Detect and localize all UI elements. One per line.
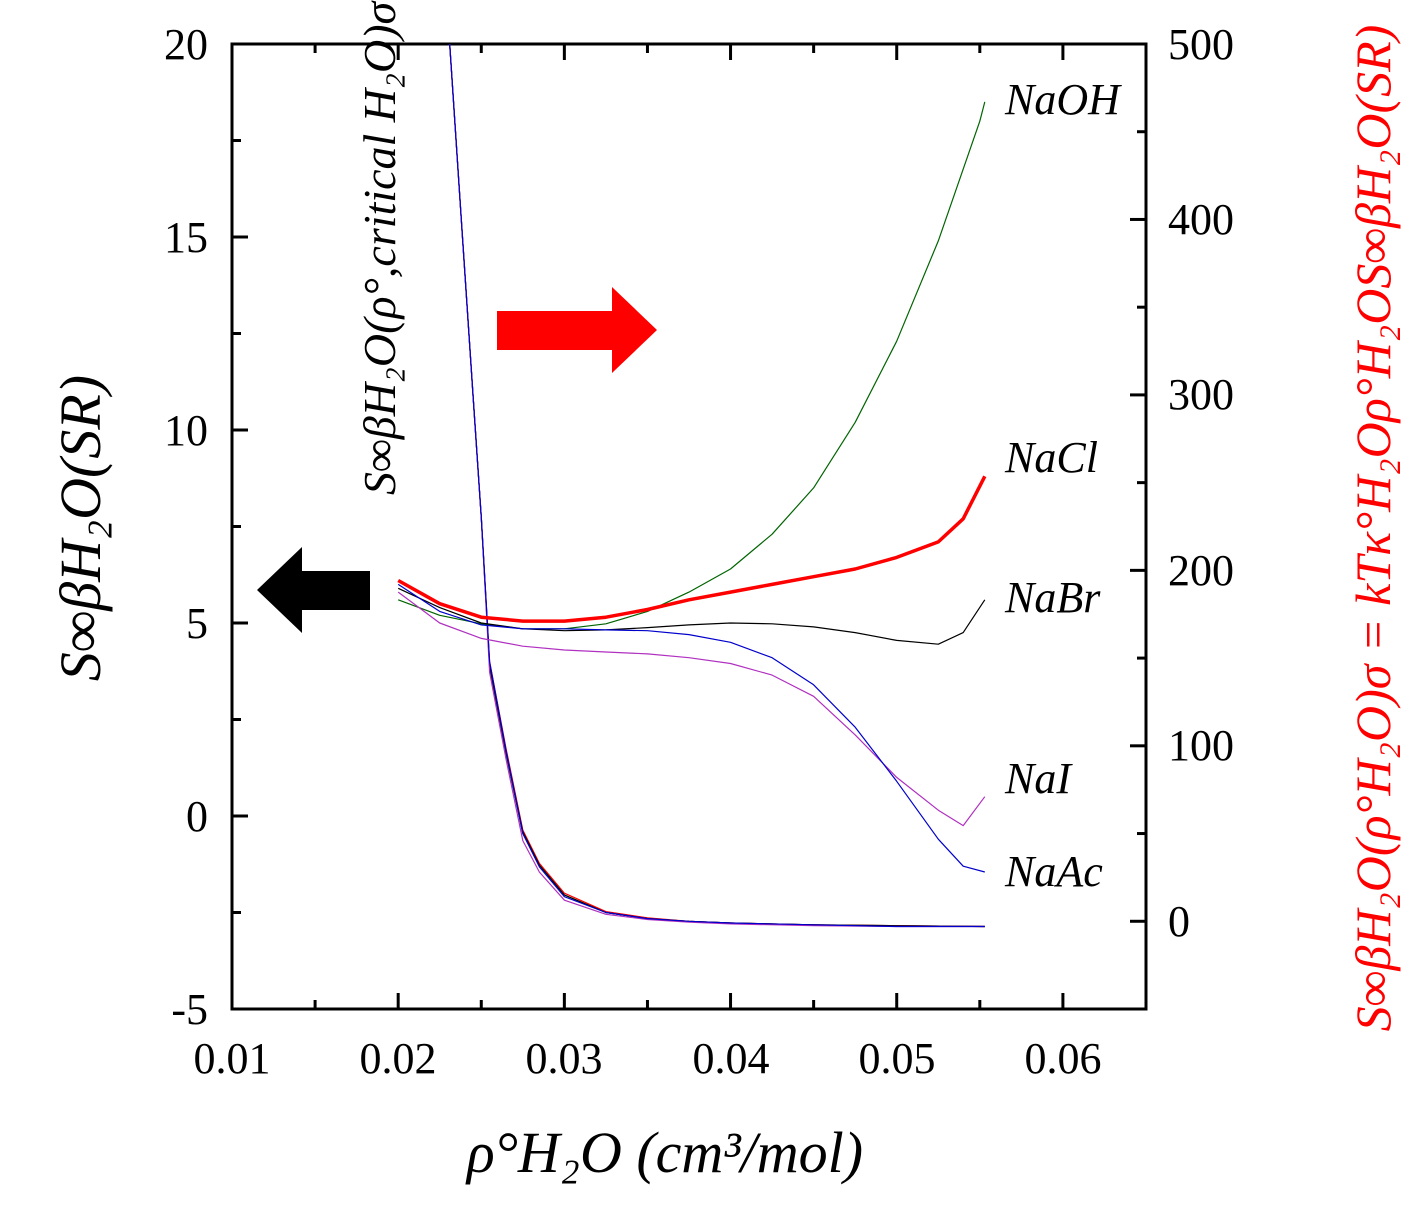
y-left-tick-label: 5	[186, 599, 208, 648]
y-left-tick-label: 20	[164, 20, 208, 69]
y-right-tick-label: 300	[1168, 370, 1234, 419]
series-label-nacl: NaCl	[1004, 433, 1098, 482]
x-tick-label: 0.03	[526, 1034, 603, 1083]
y-right-tick-labels: 0 100 200 300 400 500	[1168, 20, 1234, 946]
x-tick-labels: 0.01 0.02 0.03 0.04 0.05 0.06	[194, 1034, 1102, 1083]
fl-line-nacl	[449, 44, 985, 928]
x-tick-label: 0.06	[1025, 1034, 1102, 1083]
series-label-nabr: NaBr	[1004, 573, 1101, 622]
x-tick-label: 0.05	[859, 1034, 936, 1083]
y-left-tick-label: 10	[164, 406, 208, 455]
y-right-tick-label: 400	[1168, 195, 1234, 244]
critical-annotation: S∞βH₂O(ρ°,critical H₂O)σ → ∞	[354, 0, 405, 495]
y-right-tick-label: 0	[1168, 897, 1190, 946]
x-axis-title: ρ°H₂O (cm³/mol)	[465, 1120, 863, 1185]
left-axis-arrow	[257, 547, 370, 633]
sr-line-nabr	[397, 587, 986, 645]
y-left-tick-label: -5	[171, 985, 208, 1034]
data-lines	[397, 44, 987, 928]
y-right-tick-label: 100	[1168, 721, 1234, 770]
y-right-tick-label: 200	[1168, 546, 1234, 595]
sr-line-nacl	[397, 475, 987, 623]
right-axis-arrow	[497, 287, 657, 373]
x-tick-label: 0.02	[360, 1034, 437, 1083]
series-labels: NaOH NaCl NaBr NaI NaAc	[1004, 75, 1122, 896]
y-right-axis-title: S∞βH₂O(ρ°H₂O)σ = kTκ°H₂Oρ°H₂OS∞βH₂O(SR)	[1345, 25, 1401, 1032]
fl-line-nabr	[449, 44, 985, 928]
fl-line-nai	[449, 44, 985, 928]
y-right-tick-label: 500	[1168, 20, 1234, 69]
series-label-nai: NaI	[1004, 754, 1073, 803]
series-label-naoh: NaOH	[1004, 75, 1122, 124]
series-label-naac: NaAc	[1004, 847, 1103, 896]
y-left-axis-title: S∞βH₂O(SR)	[48, 375, 113, 681]
sr-line-naoh	[397, 101, 986, 630]
y-left-tick-label: 0	[186, 792, 208, 841]
y-left-tick-label: 15	[164, 213, 208, 262]
x-tick-label: 0.04	[693, 1034, 770, 1083]
y-left-tick-labels: -5 0 5 10 15 20	[164, 20, 208, 1034]
fl-line-naac	[449, 44, 985, 928]
fl-line-naoh	[449, 44, 985, 928]
sr-line-naac	[397, 583, 985, 873]
x-tick-label: 0.01	[194, 1034, 271, 1083]
axis-ticks	[230, 42, 1148, 1011]
sr-line-nai	[397, 591, 986, 827]
